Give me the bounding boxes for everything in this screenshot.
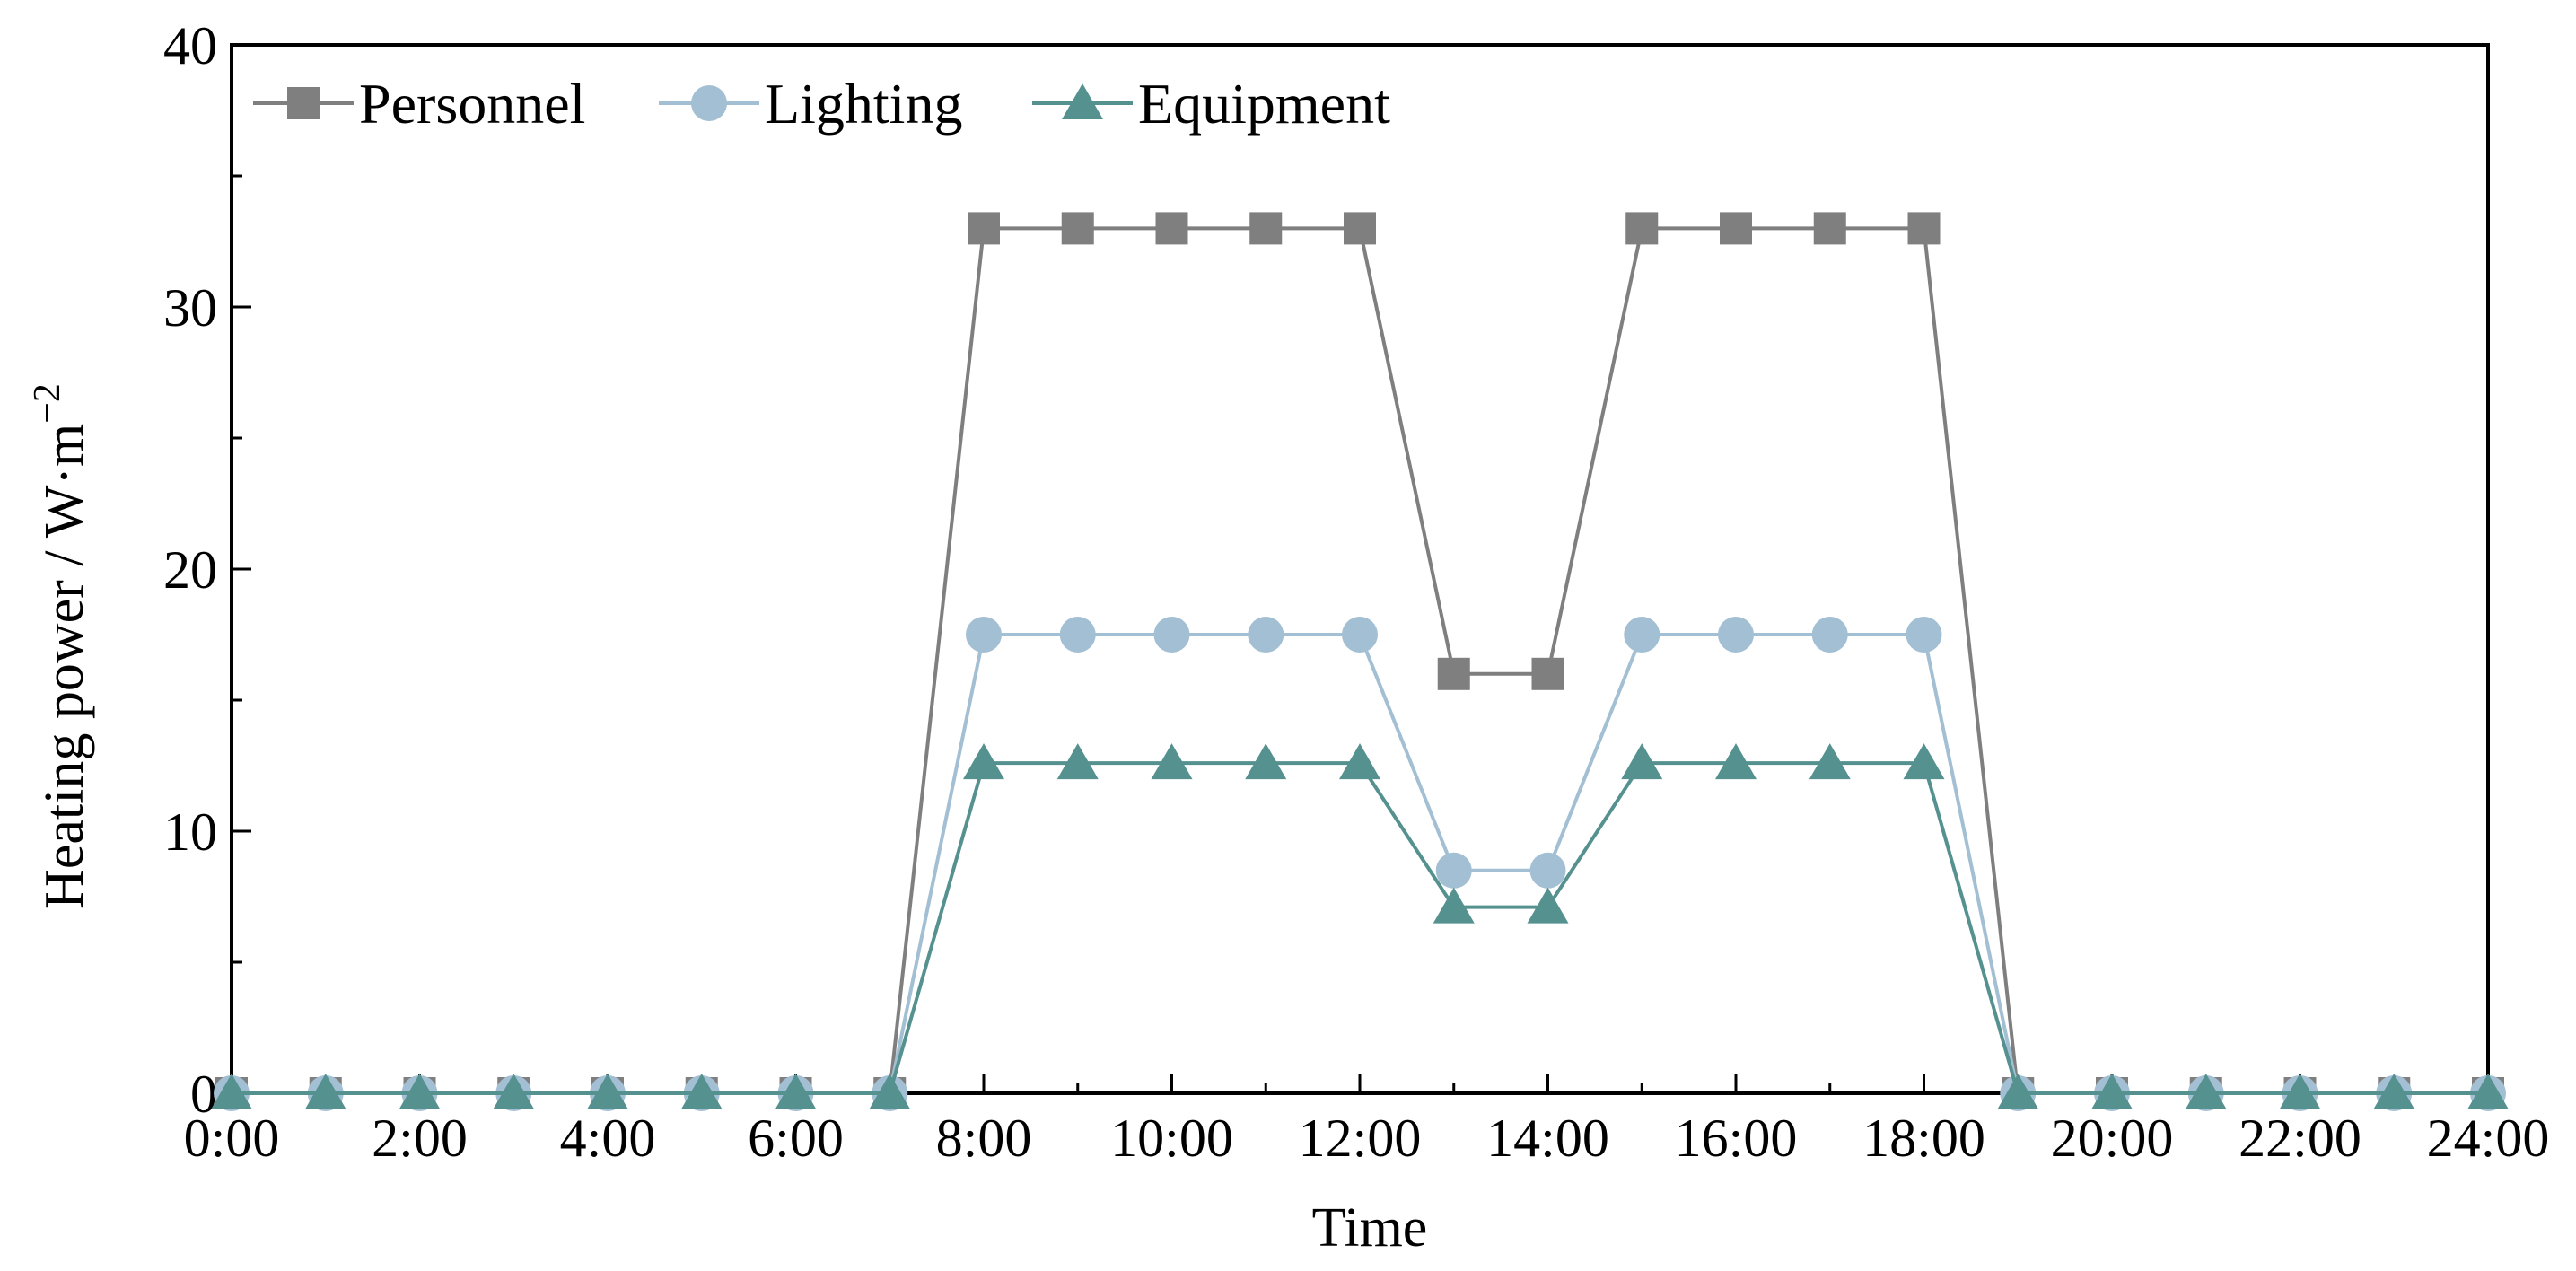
equipment-point — [1433, 887, 1475, 924]
lighting-point — [1811, 617, 1848, 653]
equipment-point — [680, 1074, 723, 1109]
equipment-point — [1997, 1074, 2039, 1109]
equipment-point — [1339, 743, 1380, 780]
legend-item-personnel: Personnel — [253, 72, 585, 136]
lighting-point — [1529, 852, 1566, 889]
x-tick-label: 10:00 — [1110, 1109, 1233, 1168]
equipment-point — [493, 1074, 535, 1109]
legend-item-equipment: Equipment — [1032, 72, 1390, 136]
equipment-point — [211, 1074, 252, 1109]
legend-marker-equipment — [1062, 83, 1103, 119]
y-axis: 0 10 20 30 40 — [163, 16, 251, 1124]
y-axis-title: Heating power / W·m−2 — [27, 383, 95, 909]
lighting-point — [1059, 617, 1096, 653]
legend: Personnel Lighting Equipment — [253, 72, 1390, 136]
x-tick-label: 18:00 — [1862, 1109, 1985, 1168]
y-tick-label: 40 — [163, 16, 217, 75]
x-axis-title: Time — [1312, 1197, 1428, 1258]
y-axis-title-main: Heating power / W·m — [34, 424, 95, 909]
personnel-point — [1437, 657, 1470, 690]
equipment-point — [869, 1074, 911, 1109]
personnel-point — [1249, 212, 1283, 245]
equipment-line — [232, 761, 2488, 1095]
lighting-point — [1342, 617, 1378, 653]
equipment-point — [1245, 743, 1287, 780]
personnel-point — [1344, 212, 1376, 245]
equipment-point — [399, 1074, 441, 1109]
personnel-point — [1813, 212, 1846, 245]
equipment-point — [2279, 1074, 2321, 1109]
personnel-point — [1531, 657, 1564, 690]
equipment-point — [1527, 887, 1569, 924]
x-tick-label: 2:00 — [372, 1109, 468, 1168]
series-personnel — [215, 212, 2504, 1109]
y-tick-label: 20 — [163, 540, 217, 600]
equipment-point — [775, 1074, 817, 1109]
legend-label-lighting: Lighting — [765, 72, 962, 136]
equipment-point — [963, 743, 1004, 780]
legend-marker-personnel — [287, 87, 320, 119]
plot-frame — [230, 43, 2490, 1095]
legend-label-personnel: Personnel — [359, 72, 585, 136]
x-tick-label: 0:00 — [184, 1109, 280, 1168]
y-tick-label: 30 — [163, 278, 217, 337]
plot-area — [230, 43, 2490, 1095]
personnel-point — [968, 212, 1000, 245]
x-tick-label: 6:00 — [748, 1109, 844, 1168]
x-tick-label: 20:00 — [2051, 1109, 2174, 1168]
lighting-point — [1435, 852, 1472, 889]
equipment-point — [2091, 1074, 2133, 1109]
equipment-point — [1809, 743, 1851, 780]
equipment-point — [1715, 743, 1757, 780]
x-tick-label: 14:00 — [1486, 1109, 1609, 1168]
x-tick-label: 16:00 — [1675, 1109, 1798, 1168]
personnel-point — [1155, 212, 1188, 245]
lighting-point — [1624, 617, 1660, 653]
personnel-line — [232, 226, 2488, 1095]
series-lighting — [214, 617, 2506, 1111]
equipment-point — [1621, 743, 1663, 780]
lighting-point — [1248, 617, 1284, 653]
legend-item-lighting: Lighting — [659, 72, 962, 136]
equipment-point — [304, 1074, 346, 1109]
lighting-point — [1718, 617, 1754, 653]
lighting-point — [1906, 617, 1942, 653]
x-tick-label: 22:00 — [2239, 1109, 2361, 1168]
series-layer — [211, 212, 2509, 1111]
y-axis-title-exponent: −2 — [27, 383, 68, 424]
x-tick-label: 24:00 — [2427, 1109, 2550, 1168]
personnel-point — [1625, 212, 1659, 245]
x-axis: 0:00 2:00 4:00 6:00 8:00 10:00 12:00 14:00 16:00… — [184, 1074, 2550, 1168]
personnel-point — [1720, 212, 1752, 245]
lighting-line — [232, 633, 2488, 1095]
equipment-point — [2185, 1074, 2227, 1109]
equipment-point — [1151, 743, 1193, 780]
x-tick-label: 12:00 — [1299, 1109, 1422, 1168]
legend-label-equipment: Equipment — [1138, 72, 1390, 136]
equipment-point — [2467, 1074, 2509, 1109]
equipment-point — [1903, 743, 1945, 780]
lighting-point — [1153, 617, 1190, 653]
y-tick-label: 10 — [163, 802, 217, 862]
series-equipment — [211, 743, 2509, 1109]
x-tick-label: 4:00 — [560, 1109, 656, 1168]
equipment-point — [2373, 1074, 2415, 1109]
y-tick-label: 0 — [190, 1065, 217, 1124]
equipment-point — [587, 1074, 628, 1109]
personnel-point — [1907, 212, 1941, 245]
legend-marker-lighting — [691, 85, 727, 121]
x-tick-label: 8:00 — [936, 1109, 1032, 1168]
lighting-point — [966, 617, 1002, 653]
personnel-point — [1061, 212, 1094, 245]
equipment-point — [1056, 743, 1099, 780]
